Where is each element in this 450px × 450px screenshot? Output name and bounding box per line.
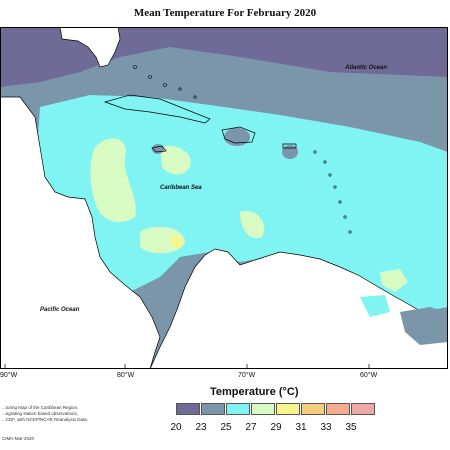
- temperature-map[interactable]: Atlantic Ocean Caribbean Sea Pacific Oce…: [0, 27, 448, 369]
- legend-swatch: [226, 403, 250, 415]
- legend-swatch: [276, 403, 300, 415]
- land-mild-patch: [360, 295, 390, 317]
- land-central-america: [0, 96, 161, 369]
- legend-tick: 33: [320, 422, 332, 433]
- cool-patch-hispaniola: [224, 128, 250, 146]
- warm-patch-central: [160, 145, 191, 175]
- legend-colorbar: [176, 403, 376, 415]
- legend-tick: 25: [220, 422, 232, 433]
- hot-patch-gulf: [170, 235, 184, 249]
- legend-swatch: [201, 403, 225, 415]
- legend-tick: 35: [345, 422, 357, 433]
- label-caribbean-sea: Caribbean Sea: [160, 185, 202, 191]
- warm-patch-south: [240, 211, 265, 239]
- legend-swatch: [351, 403, 375, 415]
- warm-patch-coast: [140, 226, 185, 254]
- land-cool-patch: [400, 307, 448, 345]
- land-warm-patch: [380, 269, 408, 292]
- credit-line-2: ...egrating station based observations,: [2, 411, 79, 416]
- legend-swatch: [251, 403, 275, 415]
- legend-tick: 29: [270, 422, 282, 433]
- land-hispaniola: [221, 126, 256, 144]
- longitude-label-80w: 80°W: [117, 372, 135, 379]
- longitude-label-70w: 70°W: [238, 372, 256, 379]
- label-atlantic-ocean: Atlantic Ocean: [344, 65, 387, 71]
- legend-tick: 31: [295, 422, 307, 433]
- legend-swatch: [176, 403, 200, 415]
- label-pacific-ocean: Pacific Ocean: [40, 307, 80, 313]
- land-cuba: [103, 94, 211, 124]
- cool-patch-jamaica: [152, 144, 164, 154]
- legend-tick: 27: [245, 422, 257, 433]
- map-border: [0, 27, 448, 369]
- warm-patch-west: [90, 138, 136, 222]
- land-jamaica: [151, 145, 167, 153]
- land-florida: [59, 27, 121, 68]
- cool-patch-puerto-rico: [282, 145, 298, 159]
- land-south-america: [149, 248, 448, 369]
- legend-tick: 23: [195, 422, 207, 433]
- longitude-label-90w: 90°W: [0, 372, 18, 379]
- legend-title: Temperature (°C): [210, 386, 299, 398]
- credit-line-4: CIMH Mar-2020: [2, 436, 35, 441]
- land-puerto-rico: [282, 143, 297, 149]
- legend-swatch: [301, 403, 325, 415]
- legend-tick: 20: [170, 422, 182, 433]
- credit-line-1: ...toring Map of the Caribbean Region.: [2, 405, 79, 410]
- small-islands: [133, 65, 352, 234]
- map-title: Mean Temperature For February 2020: [133, 7, 317, 19]
- credit-line-3: ...CDF, with NCEP/NCAR Reanalysis Data.: [2, 417, 89, 422]
- legend-swatch: [326, 403, 350, 415]
- longitude-label-60w: 60°W: [360, 372, 378, 379]
